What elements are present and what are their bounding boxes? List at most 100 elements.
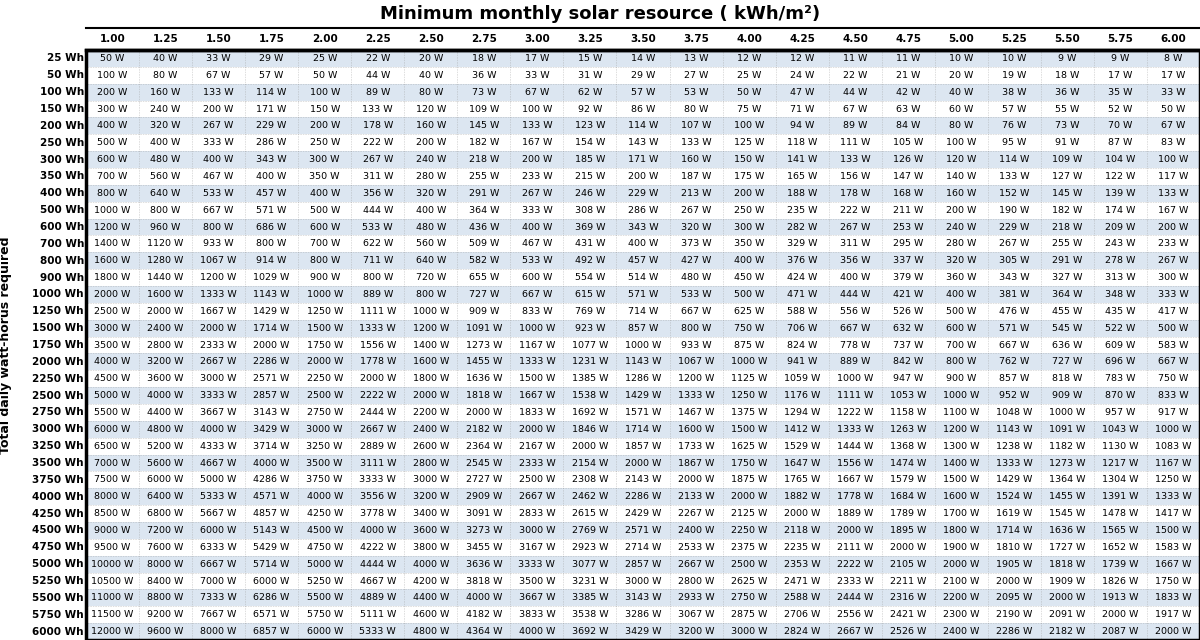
Text: 167 W: 167 W — [522, 138, 552, 147]
Text: 457 W: 457 W — [257, 189, 287, 198]
Text: 1714 W: 1714 W — [996, 526, 1032, 535]
Bar — [86, 438, 1200, 454]
Text: 152 W: 152 W — [1000, 189, 1030, 198]
Text: 3455 W: 3455 W — [466, 543, 502, 552]
Text: 4000 W: 4000 W — [95, 357, 131, 366]
Text: 1200 W: 1200 W — [678, 374, 714, 383]
Text: 2000 W: 2000 W — [678, 476, 714, 484]
Text: 480 W: 480 W — [150, 155, 181, 164]
Text: 1455 W: 1455 W — [1049, 492, 1086, 501]
Text: 1000 W: 1000 W — [943, 391, 979, 400]
Text: 171 W: 171 W — [257, 104, 287, 113]
Text: 467 W: 467 W — [204, 172, 234, 181]
Text: 2833 W: 2833 W — [518, 509, 556, 518]
Text: 6000 W: 6000 W — [95, 425, 131, 434]
Text: 1222 W: 1222 W — [838, 408, 874, 417]
Text: 655 W: 655 W — [469, 273, 499, 282]
Text: 2421 W: 2421 W — [890, 610, 926, 620]
Text: 583 W: 583 W — [1158, 340, 1189, 349]
Text: 1500 W: 1500 W — [1156, 526, 1192, 535]
Text: 71 W: 71 W — [790, 104, 815, 113]
Text: 571 W: 571 W — [257, 205, 287, 214]
Text: 1619 W: 1619 W — [996, 509, 1032, 518]
Text: 8000 W: 8000 W — [95, 492, 131, 501]
Text: 2100 W: 2100 W — [943, 577, 979, 586]
Bar — [18, 219, 86, 236]
Text: 10000 W: 10000 W — [91, 559, 133, 569]
Bar — [86, 404, 1200, 421]
Text: 1500 W: 1500 W — [306, 324, 343, 333]
Bar — [86, 168, 1200, 185]
Text: 369 W: 369 W — [575, 223, 605, 232]
Text: 900 W: 900 W — [946, 374, 977, 383]
Text: 1333 W: 1333 W — [1156, 492, 1192, 501]
Text: 83 W: 83 W — [1162, 138, 1186, 147]
Text: 2000 W: 2000 W — [253, 340, 290, 349]
Text: 1067 W: 1067 W — [200, 256, 236, 265]
Text: 100 W: 100 W — [310, 88, 340, 97]
Text: 240 W: 240 W — [946, 223, 977, 232]
Text: 229 W: 229 W — [628, 189, 658, 198]
Text: 667 W: 667 W — [840, 324, 870, 333]
Text: 350 Wh: 350 Wh — [40, 172, 84, 181]
Text: 3833 W: 3833 W — [518, 610, 556, 620]
Text: 1182 W: 1182 W — [1049, 442, 1086, 451]
Text: 1909 W: 1909 W — [1049, 577, 1086, 586]
Text: 900 Wh: 900 Wh — [40, 273, 84, 283]
Text: 800 W: 800 W — [310, 256, 340, 265]
Text: Total daily watt-horus required: Total daily watt-horus required — [0, 236, 12, 454]
Text: 2875 W: 2875 W — [731, 610, 767, 620]
Text: 1176 W: 1176 W — [784, 391, 821, 400]
Text: 509 W: 509 W — [469, 239, 499, 248]
Text: 1280 W: 1280 W — [148, 256, 184, 265]
Text: 1273 W: 1273 W — [1049, 458, 1086, 467]
Text: 4750 Wh: 4750 Wh — [32, 542, 84, 552]
Text: 29 W: 29 W — [259, 54, 284, 63]
Text: 2000 W: 2000 W — [571, 442, 608, 451]
Text: 1000 W: 1000 W — [1049, 408, 1086, 417]
Text: 3667 W: 3667 W — [518, 593, 556, 602]
Text: 1200 W: 1200 W — [943, 425, 979, 434]
Text: 343 W: 343 W — [1000, 273, 1030, 282]
Text: 1250 Wh: 1250 Wh — [32, 307, 84, 316]
Bar — [86, 219, 1200, 236]
Text: 4.75: 4.75 — [895, 34, 922, 44]
Text: 500 W: 500 W — [734, 290, 764, 299]
Text: 1000 Wh: 1000 Wh — [32, 289, 84, 300]
Text: 160 W: 160 W — [680, 155, 712, 164]
Bar — [18, 50, 86, 67]
Text: 476 W: 476 W — [1000, 307, 1030, 316]
Text: 1800 W: 1800 W — [413, 374, 449, 383]
Text: 4333 W: 4333 W — [200, 442, 236, 451]
Text: 4400 W: 4400 W — [148, 408, 184, 417]
Text: 168 W: 168 W — [893, 189, 924, 198]
Text: 12000 W: 12000 W — [91, 627, 133, 636]
Text: 2667 W: 2667 W — [518, 492, 556, 501]
Text: 267 W: 267 W — [1158, 256, 1189, 265]
Text: 600 W: 600 W — [97, 155, 127, 164]
Text: 80 W: 80 W — [684, 104, 708, 113]
Text: 133 W: 133 W — [522, 122, 552, 131]
Text: 714 W: 714 W — [628, 307, 658, 316]
Text: 783 W: 783 W — [1105, 374, 1135, 383]
Text: 350 W: 350 W — [310, 172, 340, 181]
Text: 25 Wh: 25 Wh — [47, 53, 84, 63]
Text: 2250 Wh: 2250 Wh — [32, 374, 84, 384]
Text: 427 W: 427 W — [680, 256, 712, 265]
Text: 1900 W: 1900 W — [943, 543, 979, 552]
Text: 280 W: 280 W — [415, 172, 446, 181]
Text: 40 W: 40 W — [949, 88, 973, 97]
Text: 133 W: 133 W — [840, 155, 870, 164]
Text: 1333 W: 1333 W — [200, 290, 236, 299]
Bar — [18, 84, 86, 100]
Text: 7000 W: 7000 W — [200, 577, 236, 586]
Text: 300 W: 300 W — [97, 104, 127, 113]
Text: 4000 W: 4000 W — [518, 627, 556, 636]
Text: 5500 Wh: 5500 Wh — [32, 593, 84, 603]
Text: 2500 Wh: 2500 Wh — [32, 390, 84, 401]
Text: 2727 W: 2727 W — [466, 476, 502, 484]
Text: 1077 W: 1077 W — [571, 340, 608, 349]
Text: 400 W: 400 W — [522, 223, 552, 232]
Text: 80 W: 80 W — [419, 88, 443, 97]
Text: 200 Wh: 200 Wh — [40, 121, 84, 131]
